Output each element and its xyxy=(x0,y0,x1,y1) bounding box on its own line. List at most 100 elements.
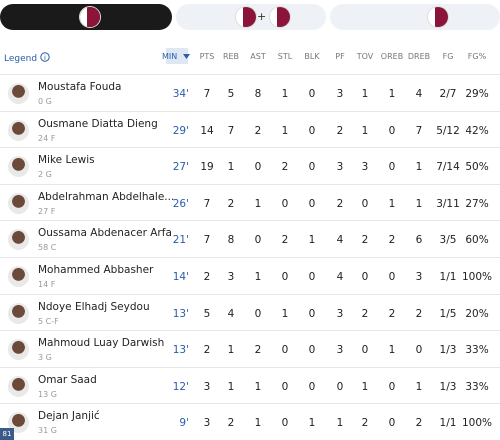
column-header[interactable]: BLK xyxy=(304,52,320,61)
player-info: 31 G xyxy=(38,426,57,436)
stat-cell: 3 xyxy=(203,380,211,393)
stat-cell: 2 xyxy=(281,234,289,247)
column-header[interactable]: FG% xyxy=(467,52,487,61)
stat-cell: 1/1 xyxy=(439,417,457,430)
stat-cell: 0 xyxy=(388,417,396,430)
column-header[interactable]: FG xyxy=(442,52,454,61)
stat-cell: 0 xyxy=(254,307,262,320)
stat-cell: 19 xyxy=(200,161,214,174)
team-flag xyxy=(80,7,100,27)
stat-cell: 27% xyxy=(465,197,489,210)
player-avatar xyxy=(8,339,29,361)
player-row[interactable]: Dejan Janjić 31 G 9' 3 2 1 0 1 1 2 0 2 1/1 100% xyxy=(0,403,500,440)
stat-cell: 2 xyxy=(281,161,289,174)
stat-cell: 60% xyxy=(465,234,489,247)
player-name: Moustafa Fouda xyxy=(38,81,122,93)
stat-cell: 42% xyxy=(465,124,489,137)
player-row[interactable]: Mohammed Abbasher 14 F 14' 2 3 1 0 0 4 0 0 3 1/1 100% xyxy=(0,257,500,294)
player-name: Dejan Janjić xyxy=(38,410,100,423)
player-info: 58 C xyxy=(38,243,57,253)
player-name: Abdelrahman Abdelhale... xyxy=(38,190,175,203)
player-avatar xyxy=(8,229,29,251)
stat-cell: 2 xyxy=(361,307,369,320)
stat-cell: 4 xyxy=(227,307,235,320)
stat-cell: 29% xyxy=(465,88,489,100)
stat-cell: 7 xyxy=(415,124,423,137)
player-info: 0 G xyxy=(38,97,52,106)
stat-cell: 2 xyxy=(254,124,262,137)
stat-cell: 0 xyxy=(415,344,423,357)
stat-cell: 13' xyxy=(172,344,189,357)
column-header[interactable]: REB xyxy=(222,52,240,61)
stat-cell: 0 xyxy=(308,344,316,357)
player-info: 5 C-F xyxy=(38,316,59,326)
stat-cell: 0 xyxy=(388,161,396,174)
stat-cell: 34' xyxy=(172,88,189,100)
stat-cell: 0 xyxy=(308,271,316,283)
column-header[interactable]: OREB xyxy=(380,52,404,61)
stat-cell: 2 xyxy=(361,417,369,430)
stat-cell: 1 xyxy=(415,380,423,393)
stat-cell: 1 xyxy=(227,344,235,357)
stat-cell: 1 xyxy=(415,197,423,210)
player-avatar xyxy=(8,156,29,178)
player-info: 27 F xyxy=(38,206,56,216)
stat-cell: 2 xyxy=(361,234,369,247)
sort-highlight xyxy=(166,48,188,64)
stat-cell: 1/3 xyxy=(439,380,457,393)
player-row[interactable]: Ousmane Diatta Dieng 24 F 29' 14 7 2 1 0 2 1 0 7 5/1… xyxy=(0,110,500,148)
stat-cell: 7 xyxy=(227,124,235,137)
legend-link[interactable]: Legend i xyxy=(4,52,50,64)
player-row[interactable]: Omar Saad 13 G 12' 3 1 1 0 0 0 1 0 1 1/3 33% xyxy=(0,366,500,404)
stat-cell: 5/12 xyxy=(436,124,460,137)
column-header[interactable]: MIN xyxy=(162,52,178,61)
stat-cell: 1 xyxy=(388,344,396,357)
stat-cell: 0 xyxy=(308,161,316,174)
player-name: Oussama Abdenacer Arfa xyxy=(38,227,172,240)
stat-cell: 33% xyxy=(465,344,489,357)
stat-cell: 2 xyxy=(227,417,235,430)
player-avatar xyxy=(8,266,29,287)
stat-cell: 1 xyxy=(415,161,423,174)
stat-cell: 4 xyxy=(415,88,423,100)
player-row[interactable]: Mike Lewis 2 G 27' 19 1 0 2 0 3 3 0 1 7/14 50% xyxy=(0,147,500,184)
stat-cell: 1/1 xyxy=(439,271,457,283)
player-info: 3 G xyxy=(38,353,52,363)
stat-cell: 3 xyxy=(336,161,344,174)
column-header[interactable]: DREB xyxy=(407,52,431,61)
stat-cell: 3 xyxy=(336,344,344,357)
stat-cell: 3/11 xyxy=(436,197,460,210)
stat-cell: 1 xyxy=(336,417,344,430)
stat-cell: 3 xyxy=(227,271,235,283)
column-header[interactable]: TOV xyxy=(356,52,374,61)
stat-cell: 14 xyxy=(200,124,214,137)
stat-cell: 6 xyxy=(415,234,423,247)
stat-cell: 100% xyxy=(462,271,493,283)
team-flag xyxy=(270,7,290,27)
player-row[interactable]: Moustafa Fouda 0 G 34' 7 5 8 1 0 3 1 1 4 2/7 29% xyxy=(0,74,500,111)
column-header[interactable]: PTS xyxy=(199,52,215,61)
player-name: Mike Lewis xyxy=(38,154,95,167)
stat-cell: 1 xyxy=(308,234,316,247)
stat-cell: 26' xyxy=(172,197,189,210)
player-avatar xyxy=(8,119,29,141)
stat-cell: 7 xyxy=(203,234,211,247)
column-header[interactable]: STL xyxy=(277,52,293,61)
player-info: 13 G xyxy=(38,389,57,399)
stat-cell: 2 xyxy=(203,271,211,283)
stat-cell: 1 xyxy=(361,124,369,137)
stat-cell: 0 xyxy=(308,88,316,100)
column-header[interactable]: AST xyxy=(250,52,266,61)
stat-cell: 1 xyxy=(281,307,289,320)
stat-cell: 7 xyxy=(203,88,211,100)
player-row[interactable]: Oussama Abdenacer Arfa 58 C 21' 7 8 0 2 1 4 2 2 6 3/… xyxy=(0,220,500,257)
player-name: Ousmane Diatta Dieng xyxy=(38,117,158,130)
player-row[interactable]: Ndoye Elhadj Seydou 5 C-F 13' 5 4 0 1 0 3 2 2 2 1/5 2… xyxy=(0,293,500,331)
column-header[interactable]: PF xyxy=(335,52,345,61)
player-row[interactable]: Abdelrahman Abdelhale... 27 F 26' 7 2 1 0 0 2 0 1 1… xyxy=(0,183,500,221)
stat-cell: 0 xyxy=(388,271,396,283)
team-tab[interactable] xyxy=(330,4,500,30)
player-row[interactable]: Mahmoud Luay Darwish 3 G 13' 2 1 2 0 0 3 0 1 0 1/3 33… xyxy=(0,330,500,367)
stat-cell: 5 xyxy=(227,88,235,100)
stat-cell: 0 xyxy=(308,307,316,320)
